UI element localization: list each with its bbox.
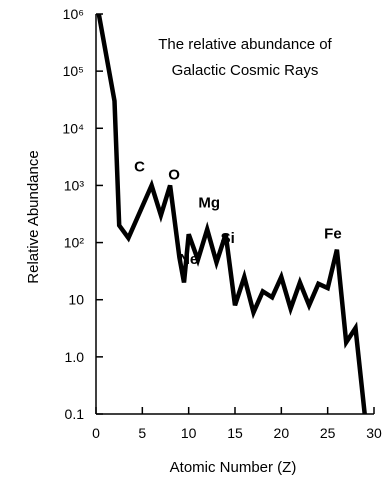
x-tick-label: 20 bbox=[274, 425, 290, 441]
annotation-si: Si bbox=[221, 230, 235, 247]
annotation-o: O bbox=[168, 166, 180, 183]
x-tick-label: 25 bbox=[320, 425, 336, 441]
x-tick-label: 5 bbox=[138, 425, 146, 441]
chart-title-line-1: The relative abundance of bbox=[158, 36, 332, 53]
y-tick-label: 1.0 bbox=[65, 349, 85, 365]
x-tick-label: 15 bbox=[227, 425, 243, 441]
y-tick-label: 10² bbox=[64, 235, 85, 251]
abundance-series-line bbox=[96, 13, 367, 415]
annotation-ne: Ne bbox=[179, 251, 198, 268]
y-tick-label: 0.1 bbox=[65, 406, 85, 422]
y-tick-label: 10³ bbox=[64, 177, 85, 193]
chart-title: The relative abundance of Galactic Cosmi… bbox=[158, 36, 332, 79]
x-tick-label: 10 bbox=[181, 425, 197, 441]
y-tick-label: 10 bbox=[68, 292, 84, 308]
y-axis-label: Relative Abundance bbox=[25, 150, 42, 283]
annotation-mg: Mg bbox=[198, 194, 220, 211]
y-tick-label: 10⁶ bbox=[63, 6, 84, 22]
tick-labels: 0.1 1.0 10 10² 10³ 10⁴ 10⁵ 10⁶ 0 5 10 15 20 25 30 bbox=[62, 6, 382, 441]
annotation-c: C bbox=[134, 158, 145, 175]
chart-title-line-2: Galactic Cosmic Rays bbox=[172, 62, 319, 79]
x-tick-label: 0 bbox=[92, 425, 100, 441]
y-tick-label: 10⁴ bbox=[62, 120, 84, 136]
x-tick-label: 30 bbox=[366, 425, 382, 441]
ticks bbox=[95, 13, 375, 415]
x-axis-label: Atomic Number (Z) bbox=[170, 459, 297, 476]
annotation-fe: Fe bbox=[324, 226, 342, 243]
y-tick-label: 10⁵ bbox=[63, 63, 84, 79]
element-annotations: C O Ne Mg Si Fe bbox=[134, 158, 342, 268]
